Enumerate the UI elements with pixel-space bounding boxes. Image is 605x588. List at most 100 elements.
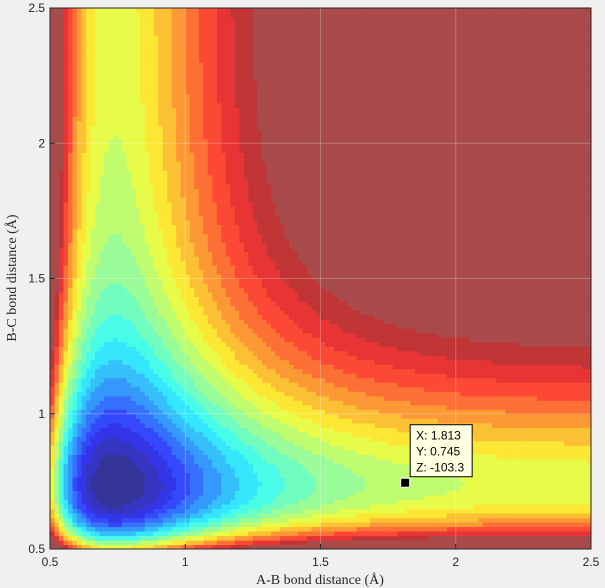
contour-cell bbox=[50, 494, 56, 501]
contour-cell bbox=[198, 120, 204, 126]
contour-cell bbox=[230, 494, 236, 501]
contour-cell bbox=[135, 219, 141, 225]
contour-cell bbox=[122, 237, 128, 244]
contour-cell bbox=[126, 179, 132, 185]
contour-cell bbox=[171, 526, 177, 532]
contour-cell bbox=[230, 210, 236, 216]
contour-cell bbox=[225, 66, 231, 72]
contour-cell bbox=[180, 233, 186, 239]
contour-cell bbox=[50, 264, 56, 271]
contour-cell bbox=[113, 328, 119, 334]
contour-cell bbox=[230, 237, 236, 244]
contour-cell bbox=[104, 301, 110, 307]
contour-cell bbox=[113, 508, 119, 514]
contour-cell bbox=[221, 350, 227, 356]
contour-cell bbox=[54, 503, 60, 510]
contour-cell bbox=[207, 368, 213, 374]
contour-cell bbox=[225, 57, 231, 63]
contour-cell bbox=[167, 39, 173, 45]
contour-cell bbox=[68, 499, 74, 505]
contour-cell bbox=[158, 296, 164, 302]
contour-cell bbox=[185, 404, 191, 410]
contour-cell bbox=[185, 143, 191, 149]
contour-cell bbox=[50, 364, 56, 370]
contour-cell bbox=[95, 215, 101, 221]
contour-cell bbox=[90, 391, 96, 397]
contour-cell bbox=[216, 246, 222, 253]
contour-cell bbox=[90, 422, 96, 428]
contour-cell bbox=[68, 278, 74, 284]
contour-cell bbox=[203, 422, 209, 428]
contour-cell bbox=[230, 400, 236, 406]
contour-cell bbox=[131, 458, 137, 464]
contour-cell bbox=[194, 161, 200, 167]
contour-cell bbox=[189, 283, 195, 289]
contour-cell bbox=[113, 391, 119, 397]
contour-cell bbox=[180, 152, 186, 158]
contour-cell bbox=[198, 156, 204, 162]
contour-cell bbox=[95, 341, 101, 347]
contour-cell bbox=[198, 373, 204, 379]
contour-cell bbox=[95, 183, 101, 189]
contour-cell bbox=[81, 310, 87, 316]
contour-cell bbox=[185, 463, 191, 469]
contour-cell bbox=[90, 12, 96, 18]
contour-cell bbox=[221, 481, 227, 487]
contour-cell bbox=[176, 449, 182, 455]
contour-cell bbox=[203, 192, 209, 198]
contour-cell bbox=[140, 418, 146, 424]
contour-cell bbox=[198, 143, 204, 149]
contour-cell bbox=[135, 328, 141, 334]
contour-cell bbox=[225, 512, 231, 519]
contour-cell bbox=[81, 17, 87, 23]
contour-cell bbox=[108, 48, 114, 54]
contour-cell bbox=[122, 98, 128, 104]
contour-cell bbox=[54, 310, 60, 316]
contour-cell bbox=[72, 373, 78, 379]
contour-cell bbox=[90, 125, 96, 131]
contour-cell bbox=[185, 490, 191, 496]
contour-cell bbox=[225, 382, 231, 388]
contour-cell bbox=[225, 116, 231, 122]
contour-cell bbox=[194, 39, 200, 45]
contour-cell bbox=[108, 174, 114, 180]
contour-cell bbox=[185, 328, 191, 334]
contour-cell bbox=[90, 48, 96, 54]
contour-cell bbox=[99, 386, 105, 392]
contour-cell bbox=[135, 472, 141, 478]
contour-cell bbox=[108, 89, 114, 95]
contour-cell bbox=[108, 323, 114, 329]
contour-cell bbox=[185, 472, 191, 478]
contour-cell bbox=[104, 138, 110, 144]
contour-cell bbox=[86, 228, 92, 235]
contour-cell bbox=[50, 454, 56, 460]
contour-cell bbox=[117, 89, 123, 95]
contour-cell bbox=[95, 476, 101, 482]
plot-area[interactable] bbox=[50, 8, 592, 550]
contour-cell bbox=[198, 422, 204, 428]
contour-cell bbox=[162, 215, 168, 221]
contour-cell bbox=[108, 80, 114, 86]
contour-cell bbox=[234, 436, 240, 442]
contour-cell bbox=[117, 102, 123, 108]
contour-cell bbox=[194, 197, 200, 203]
contour-cell bbox=[171, 242, 177, 248]
contour-cell bbox=[171, 476, 177, 482]
contour-cell bbox=[185, 273, 191, 280]
contour-cell bbox=[212, 116, 218, 122]
contour-cell bbox=[81, 409, 87, 415]
contour-cell bbox=[221, 440, 227, 446]
contour-cell bbox=[54, 530, 60, 537]
contour-cell bbox=[216, 296, 222, 302]
contour-cell bbox=[126, 539, 132, 546]
contour-cell bbox=[194, 26, 200, 32]
contour-cell bbox=[162, 111, 168, 117]
contour-cell bbox=[212, 328, 218, 334]
contour-cell bbox=[108, 125, 114, 131]
contour-cell bbox=[212, 332, 218, 338]
contour-cell bbox=[189, 517, 195, 523]
contour-cell bbox=[72, 237, 78, 244]
contour-cell bbox=[221, 183, 227, 189]
contour-cell bbox=[104, 283, 110, 289]
contour-cell bbox=[149, 287, 155, 293]
